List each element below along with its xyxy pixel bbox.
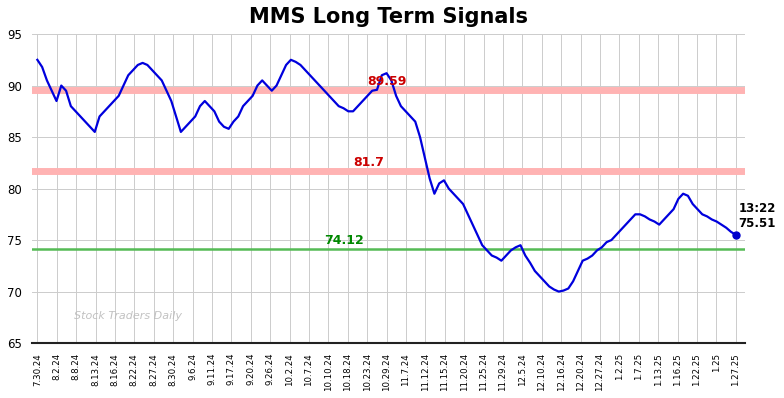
Title: MMS Long Term Signals: MMS Long Term Signals xyxy=(249,7,528,27)
Text: 81.7: 81.7 xyxy=(354,156,384,169)
Text: 74.12: 74.12 xyxy=(325,234,365,247)
Text: 13:22
75.51: 13:22 75.51 xyxy=(739,202,776,230)
Text: Stock Traders Daily: Stock Traders Daily xyxy=(74,312,183,322)
Text: 89.59: 89.59 xyxy=(368,75,407,88)
